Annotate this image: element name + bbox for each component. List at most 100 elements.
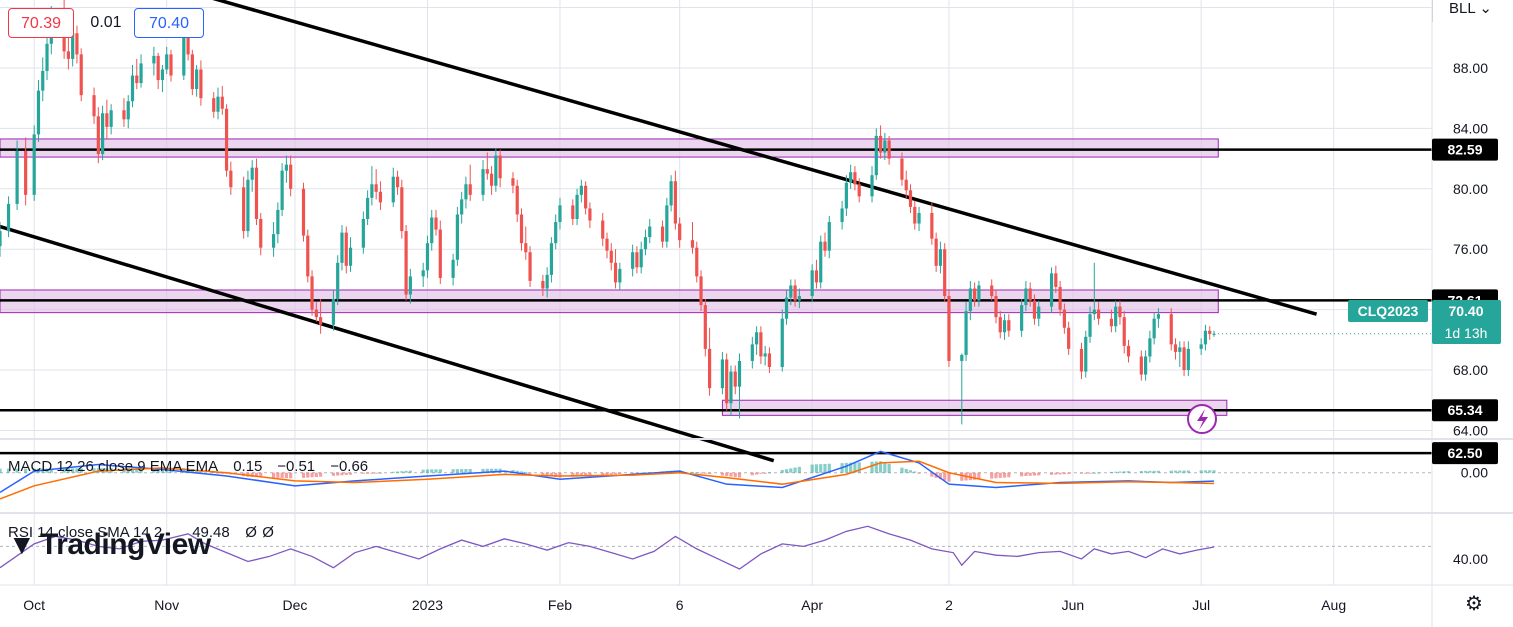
- macd-histogram-bar: [814, 464, 819, 473]
- candle-body: [430, 217, 434, 244]
- macd-histogram-bar: [425, 469, 430, 473]
- macd-histogram-bar: [904, 468, 908, 473]
- candle: [438, 220, 442, 284]
- candle-body: [378, 191, 383, 203]
- candle: [455, 206, 459, 266]
- candle-body: [15, 151, 19, 204]
- macd-histogram-bar: [789, 468, 793, 473]
- candle-body: [648, 226, 652, 238]
- candle: [340, 225, 344, 271]
- candle-body: [1173, 344, 1178, 352]
- alert-lightning-icon[interactable]: [1187, 404, 1217, 434]
- level-label-text: 65.34: [1447, 402, 1482, 418]
- candle: [41, 57, 45, 102]
- macd-histogram-bar: [1028, 472, 1032, 476]
- candle-body: [79, 54, 83, 96]
- ticker-symbol: CLQ2023: [1358, 303, 1419, 319]
- candle: [434, 209, 438, 236]
- indicator-legends: MACD 12 26 close 9 EMA EMA 0.15 −0.51 −0.66…: [8, 458, 368, 541]
- candle: [481, 160, 485, 201]
- macd-histogram-bar: [1109, 471, 1114, 473]
- rsi-legend-value: 49.48: [192, 524, 230, 541]
- scale-mode-label: BLL: [1449, 0, 1476, 17]
- settings-gear-icon[interactable]: ⚙: [1465, 593, 1483, 615]
- candle-body: [1182, 347, 1186, 371]
- candle-body: [729, 371, 733, 404]
- macd-histogram-bar: [1096, 472, 1101, 474]
- rsi-legend-value: Ø: [245, 524, 257, 541]
- candle-body: [545, 274, 549, 289]
- macd-histogram-bar: [763, 472, 767, 474]
- macd-histogram-bar: [541, 472, 545, 475]
- trendlines: [0, 0, 1318, 463]
- macd-histogram-bar: [707, 472, 712, 474]
- candle-body: [609, 250, 613, 263]
- candle: [370, 166, 374, 206]
- macd-histogram-bar: [695, 472, 699, 474]
- candle: [152, 46, 156, 76]
- candle: [1084, 330, 1088, 378]
- candle-body: [690, 240, 695, 248]
- candle: [755, 326, 759, 355]
- macd-histogram-bar: [1037, 472, 1041, 476]
- last-price-bg: [1432, 300, 1501, 344]
- candle: [750, 336, 754, 369]
- candle: [395, 170, 400, 195]
- candle-body: [1139, 356, 1143, 375]
- candle: [767, 347, 772, 374]
- candle-body: [750, 344, 754, 361]
- macd-histogram-bar: [370, 472, 374, 474]
- candle-body: [498, 155, 502, 179]
- macd-histogram-bar: [400, 471, 404, 473]
- candle-body: [45, 43, 49, 71]
- candle-body: [100, 113, 105, 155]
- candle-body: [434, 217, 438, 230]
- candle-body: [789, 285, 793, 298]
- macd-histogram-bar: [878, 461, 883, 473]
- macd-histogram-bar: [361, 472, 365, 474]
- candle-body: [917, 212, 921, 224]
- macd-histogram-bar: [310, 472, 314, 478]
- candle-body: [998, 317, 1002, 333]
- macd-histogram-bar: [391, 471, 395, 473]
- macd-histogram-bar: [1148, 470, 1152, 473]
- candle: [793, 279, 797, 307]
- candle: [797, 288, 801, 309]
- candle: [259, 212, 263, 256]
- candle-body: [421, 270, 425, 277]
- macd-histogram-bar: [827, 463, 831, 473]
- candle-body: [32, 134, 36, 195]
- scale-mode-dropdown[interactable]: BLL ⌄: [1432, 0, 1513, 22]
- candle: [1067, 321, 1071, 355]
- candle: [169, 49, 173, 82]
- candle: [404, 225, 408, 301]
- candle-body: [41, 70, 45, 91]
- macd-histogram-bar: [366, 472, 370, 474]
- ohlc-open-value: 70.39: [8, 8, 74, 38]
- macd-histogram-bar: [1092, 472, 1096, 474]
- macd-histogram-bar: [156, 467, 160, 473]
- candle-body: [1199, 344, 1203, 349]
- candle-body: [182, 25, 186, 76]
- candle-body: [489, 173, 494, 186]
- candle: [6, 196, 11, 238]
- candle-body: [823, 241, 827, 251]
- candle-body: [990, 285, 994, 297]
- candle: [301, 182, 306, 242]
- candle: [1156, 308, 1161, 328]
- candle-body: [284, 164, 288, 171]
- candle: [190, 49, 194, 96]
- macd-histogram-bar: [759, 472, 763, 474]
- candle-body: [571, 205, 575, 219]
- candle-body: [391, 176, 395, 203]
- candle-body: [678, 223, 682, 241]
- macd-histogram-bar: [1208, 470, 1212, 473]
- candle-body: [528, 252, 532, 281]
- macd-histogram-bar: [336, 472, 340, 476]
- candle-body: [908, 190, 913, 207]
- candle-body: [673, 181, 677, 224]
- candle: [1062, 303, 1066, 334]
- candle: [528, 246, 532, 287]
